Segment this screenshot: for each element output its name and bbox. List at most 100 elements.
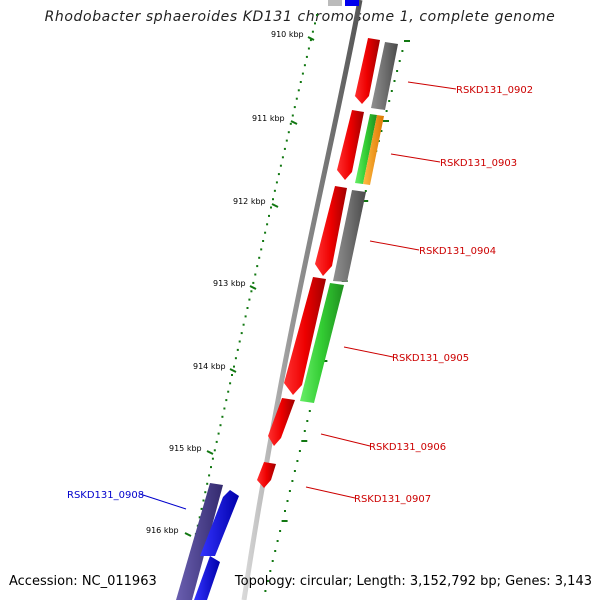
gene-rskd131-0903-orange[interactable] [363,115,384,185]
minor-tick [236,348,239,351]
minor-tick [244,315,247,318]
gene-rskd131-0908-navy[interactable] [176,483,223,600]
minor-tick [233,365,235,368]
minor-tick [303,64,306,67]
minor-tick [311,30,314,33]
accession-text: Accession: NC_011963 [9,574,157,589]
gene-label-rskd131-0904[interactable]: RSKD131_0904 [419,246,496,257]
minor-tick [316,14,318,16]
major-ticks [184,36,315,537]
minor-tick [301,72,304,75]
minor-tick [200,507,203,510]
minor-tick [283,147,286,150]
minor-tick-right [279,530,282,532]
minor-tick-right [284,510,286,512]
tick-label-915: 915 kbp [169,444,202,453]
major-tick [249,285,257,290]
minor-tick [295,97,298,100]
minor-tick [314,22,316,25]
minor-tick-right [264,590,267,592]
minor-tick [206,482,209,485]
gene-rskd131-0903-arrow[interactable] [337,110,364,180]
gene-rskd131-0908-blue[interactable] [200,490,239,556]
gene-rskd131-0903-green[interactable] [355,114,377,184]
minor-tick [289,122,292,125]
minor-tick [198,516,201,519]
feature-top-blue [345,0,359,6]
minor-tick-right [306,420,309,422]
minor-tick [256,265,259,268]
minor-tick-right [404,40,410,42]
minor-tick [254,273,257,276]
minor-tick-right [383,120,389,122]
minor-tick-right [269,570,272,572]
minor-tick-right [288,490,291,492]
gene-rskd131-0908-blue-2[interactable] [194,556,220,600]
minor-tick [305,55,308,58]
gene-rskd131-0902-arrow[interactable] [354,38,380,104]
minor-tick [210,466,212,469]
minor-tick [299,81,302,83]
minor-tick [285,139,288,142]
minor-tick [273,189,276,192]
minor-tick [266,223,269,226]
gene-rskd131-0907-arrow[interactable] [257,462,276,488]
minor-tick-right [308,410,311,412]
minor-tick [309,39,312,42]
leader-0903 [390,153,441,163]
gene-label-rskd131-0906[interactable]: RSKD131_0906 [369,442,446,453]
tick-label-913: 913 kbp [213,279,246,288]
gene-rskd131-0906-arrow[interactable] [268,398,295,446]
gene-label-rskd131-0908[interactable]: RSKD131_0908 [67,490,144,501]
minor-tick [291,114,294,117]
minor-tick [242,323,245,326]
major-tick [271,203,279,208]
minor-tick-right [274,550,277,552]
minor-tick [223,407,226,410]
major-tick [307,36,315,41]
chromosome-backbone [241,0,363,600]
minor-tick [248,298,251,301]
minor-tick [277,173,280,176]
minor-tick-right [398,60,401,62]
gene-rskd131-0902-grey[interactable] [371,42,398,110]
minor-tick [246,307,249,309]
map-title: Rhodobacter sphaeroides KD131 chromosome… [44,9,556,25]
minor-tick [287,131,290,134]
minor-tick [208,474,211,477]
gene-label-rskd131-0905[interactable]: RSKD131_0905 [392,353,469,364]
tick-label-910: 910 kbp [271,30,304,39]
minor-tick [279,164,282,167]
leader-0907 [305,486,356,499]
minor-tick [213,449,216,452]
minor-tick [270,206,272,209]
minor-tick [217,432,220,435]
minor-tick [252,281,255,284]
major-tick [290,120,298,125]
minor-tick-right [303,430,306,432]
minor-tick [204,491,207,494]
gene-label-rskd131-0903[interactable]: RSKD131_0903 [440,158,517,169]
minor-tick-right [362,200,369,202]
leader-0905 [343,346,394,358]
genome-summary-text: Topology: circular; Length: 3,152,792 bp… [234,574,592,589]
gene-label-rskd131-0907[interactable]: RSKD131_0907 [354,494,431,505]
major-tick [229,368,237,373]
minor-tick [238,340,241,343]
tick-label-912: 912 kbp [233,197,266,206]
gene-rskd131-0905-arrow[interactable] [284,277,326,395]
gene-rskd131-0905-green[interactable] [300,283,344,403]
gene-rskd131-0904-arrow[interactable] [315,186,347,276]
minor-tick [202,499,205,502]
minor-tick [268,214,270,217]
minor-tick [225,399,228,402]
minor-tick-right [364,190,367,192]
minor-tick [272,198,274,201]
leader-0904 [369,240,420,251]
minor-tick [219,424,222,427]
gene-label-rskd131-0902[interactable]: RSKD131_0902 [456,85,533,96]
gene-rskd131-0904-grey[interactable] [333,190,366,282]
minor-tick [297,89,300,92]
tick-labels: 910 kbp 911 kbp 912 kbp 913 kbp 914 kbp … [146,30,304,535]
